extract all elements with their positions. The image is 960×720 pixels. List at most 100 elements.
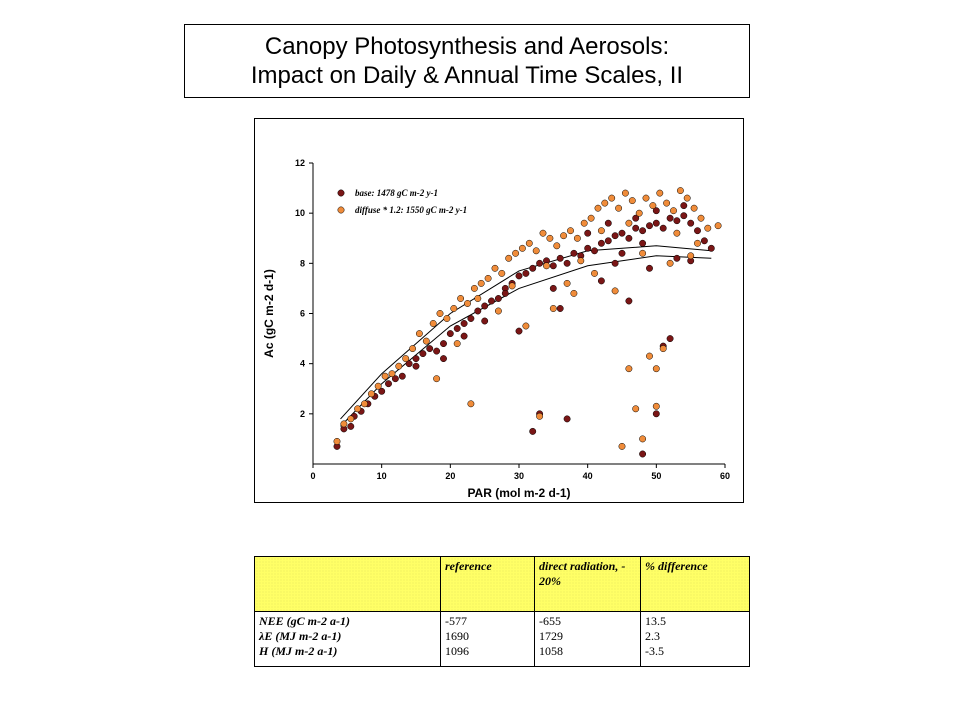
cell-nee-diff: 13.5: [645, 614, 666, 628]
data-point-base: [652, 207, 660, 215]
data-point-diffuse: [591, 269, 598, 277]
data-point-diffuse: [470, 284, 478, 292]
data-point-diffuse: [714, 222, 722, 230]
x-tick-label: 20: [445, 471, 455, 481]
data-point-base: [639, 239, 647, 247]
data-point-diffuse: [436, 310, 444, 317]
slide-title-line-1: Canopy Photosynthesis and Aerosols:: [264, 33, 670, 60]
row-label-h: H (MJ m-2 a-1): [259, 644, 338, 658]
fit-curve-base: [340, 255, 712, 427]
table-header-empty: [254, 556, 441, 612]
data-point-diffuse: [543, 262, 550, 270]
cell-h-direct: 1058: [539, 644, 563, 658]
x-tick-label: 10: [377, 471, 387, 481]
y-tick-label: 4: [300, 359, 305, 369]
data-point-diffuse: [628, 197, 636, 205]
data-point-diffuse: [491, 264, 499, 272]
data-point-base: [378, 387, 386, 395]
data-point-diffuse: [621, 189, 629, 197]
data-point-diffuse: [597, 227, 605, 235]
data-point-diffuse: [467, 400, 475, 408]
x-axis-title: PAR (mol m-2 d-1): [467, 486, 570, 500]
cell-le-direct: 1729: [539, 629, 563, 643]
table-row: NEE (gC m-2 a-1) λE (MJ m-2 a-1) H (MJ m…: [254, 611, 750, 667]
data-point-diffuse: [618, 442, 626, 450]
data-point-base: [440, 355, 447, 363]
data-point-base: [584, 244, 592, 252]
table-col-reference: -577 1690 1096: [440, 611, 535, 667]
data-point-diffuse: [498, 269, 506, 277]
data-point-base: [522, 269, 530, 277]
data-point-base: [632, 224, 640, 232]
y-tick-label: 6: [300, 309, 305, 319]
slide-title-line-2: Impact on Daily & Annual Time Scales, II: [250, 62, 684, 89]
data-point-diffuse: [549, 305, 557, 312]
data-point-diffuse: [676, 187, 684, 195]
legend-label: base: 1478 gC m-2 y-1: [355, 188, 438, 198]
data-point-base: [611, 232, 619, 240]
data-point-base: [666, 335, 674, 343]
data-point-diffuse: [625, 365, 633, 373]
data-point-base: [385, 380, 392, 388]
data-point-diffuse: [505, 254, 513, 262]
data-point-base: [426, 345, 434, 353]
data-point-diffuse: [704, 224, 712, 232]
data-point-base: [556, 305, 564, 312]
table-header-reference: reference: [440, 556, 535, 612]
data-point-base: [639, 450, 647, 458]
legend-marker: [337, 189, 345, 197]
data-point-diffuse: [395, 362, 403, 370]
legend-marker: [337, 206, 345, 214]
data-point-diffuse: [494, 307, 502, 315]
data-point-base: [391, 375, 399, 383]
data-point-base: [419, 350, 427, 358]
table-col-direct: -655 1729 1058: [534, 611, 641, 667]
data-point-diffuse: [333, 437, 341, 445]
row-label-le: λE (MJ m-2 a-1): [259, 629, 342, 643]
data-point-diffuse: [573, 234, 581, 242]
data-point-base: [563, 259, 571, 267]
data-point-base: [591, 247, 598, 255]
data-point-diffuse: [553, 242, 561, 250]
data-point-diffuse: [477, 279, 485, 287]
data-point-diffuse: [697, 214, 705, 222]
data-point-base: [446, 330, 454, 338]
y-tick-label: 2: [300, 409, 305, 419]
cell-h-reference: 1096: [445, 644, 469, 658]
data-point-diffuse: [340, 420, 348, 428]
data-point-diffuse: [611, 287, 619, 295]
cell-le-diff: 2.3: [645, 629, 660, 643]
data-point-base: [412, 355, 420, 363]
data-point-base: [618, 249, 626, 257]
data-point-base: [694, 227, 701, 235]
data-point-base: [460, 332, 468, 340]
data-point-diffuse: [670, 207, 677, 215]
data-point-diffuse: [453, 340, 461, 348]
data-point-diffuse: [415, 330, 423, 338]
data-point-base: [433, 347, 441, 355]
x-tick-label: 60: [720, 471, 730, 481]
data-point-diffuse: [532, 247, 540, 255]
legend-label: diffuse * 1.2: 1550 gC m-2 y-1: [355, 205, 467, 215]
x-tick-label: 50: [651, 471, 661, 481]
data-point-diffuse: [374, 382, 382, 390]
data-point-diffuse: [484, 274, 492, 282]
data-point-diffuse: [546, 234, 554, 242]
data-point-base: [515, 272, 523, 280]
data-point-base: [652, 410, 660, 418]
y-axis-title: Ac (gC m-2 d-1): [262, 269, 276, 358]
data-point-base: [481, 302, 489, 310]
data-point-base: [652, 219, 660, 227]
data-point-diffuse: [652, 402, 660, 410]
data-point-base: [536, 259, 544, 267]
data-point-base: [646, 264, 653, 272]
data-point-diffuse: [649, 202, 657, 210]
data-point-diffuse: [381, 372, 389, 380]
data-point-diffuse: [690, 204, 698, 212]
data-point-base: [659, 224, 667, 232]
cell-le-reference: 1690: [445, 629, 469, 643]
data-point-diffuse: [539, 229, 547, 237]
table-col-difference: 13.5 2.3 -3.5: [640, 611, 750, 667]
data-point-diffuse: [457, 295, 465, 302]
data-point-diffuse: [563, 279, 571, 287]
